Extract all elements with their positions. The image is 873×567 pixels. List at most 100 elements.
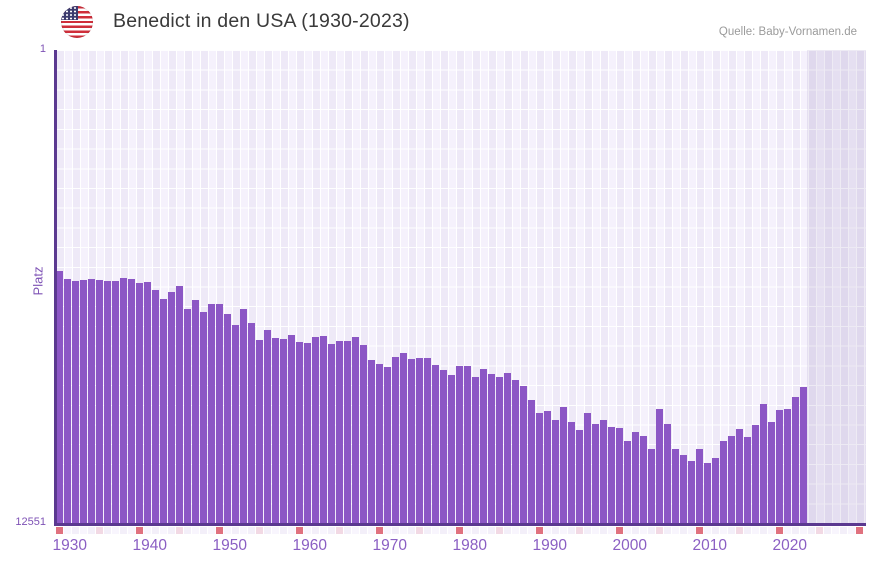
bar-1998[interactable] [599,420,607,523]
bar-1994[interactable] [567,422,575,523]
bar-1957[interactable] [271,338,279,523]
bar-2017[interactable] [751,425,759,523]
bar-1938[interactable] [119,278,127,523]
bar-2003[interactable] [639,436,647,523]
bar-2005[interactable] [655,409,663,523]
bar-1939[interactable] [127,279,135,523]
bar-2007[interactable] [671,449,679,523]
bar-1999[interactable] [607,427,615,523]
bar-1945[interactable] [175,286,183,523]
bar-1975[interactable] [415,358,423,523]
bar-1995[interactable] [575,430,583,523]
bar-2018[interactable] [759,404,767,523]
bar-1976[interactable] [423,358,431,523]
bar-1933[interactable] [79,280,87,523]
bar-1952[interactable] [231,325,239,523]
bar-1966[interactable] [343,341,351,523]
bar-1989[interactable] [527,400,535,523]
bar-1944[interactable] [167,292,175,523]
bar-1988[interactable] [519,386,527,523]
bar-1963[interactable] [319,336,327,523]
bar-1965[interactable] [335,341,343,523]
bar-1971[interactable] [383,367,391,523]
bar-2022[interactable] [791,397,799,523]
bar-1974[interactable] [407,359,415,523]
bar-1946[interactable] [183,309,191,523]
bar-1969[interactable] [367,360,375,523]
bar-2004[interactable] [647,449,655,523]
bar-1955[interactable] [255,340,263,523]
bar-1947[interactable] [191,300,199,523]
bar-1943[interactable] [159,299,167,523]
bar-1964[interactable] [327,344,335,523]
bar-1993[interactable] [559,407,567,523]
bar-1937[interactable] [111,281,119,523]
bar-1931[interactable] [63,279,71,523]
bar-1997[interactable] [591,424,599,523]
bar-1978[interactable] [439,370,447,523]
bar-1930[interactable] [55,271,63,523]
bar-1961[interactable] [303,343,311,523]
bar-2000[interactable] [615,428,623,523]
bar-1983[interactable] [479,369,487,523]
bar-1992[interactable] [551,420,559,523]
bar-1942[interactable] [151,290,159,523]
bar-1991[interactable] [543,411,551,523]
bar-1986[interactable] [503,373,511,523]
bar-2014[interactable] [727,436,735,523]
bar-1984[interactable] [487,374,495,523]
bar-1972[interactable] [391,357,399,523]
bar-1932[interactable] [71,281,79,523]
bar-1980[interactable] [455,366,463,523]
bar-1990[interactable] [535,413,543,523]
bar-2012[interactable] [711,458,719,523]
bar-2023[interactable] [799,387,807,523]
bar-2008[interactable] [679,455,687,523]
bar-1936[interactable] [103,281,111,523]
year-marker [359,527,367,534]
bar-2013[interactable] [719,441,727,523]
bar-1962[interactable] [311,337,319,523]
bar-1987[interactable] [511,380,519,523]
bar-2020[interactable] [775,410,783,523]
bar-1967[interactable] [351,337,359,523]
bar-1953[interactable] [239,309,247,523]
year-marker [87,527,95,534]
bar-1951[interactable] [223,314,231,523]
bar-1960[interactable] [295,342,303,523]
bar-2021[interactable] [783,409,791,523]
bar-1981[interactable] [463,366,471,523]
bar-1982[interactable] [471,377,479,523]
bar-1968[interactable] [359,345,367,523]
bar-1977[interactable] [431,365,439,523]
decade-marker [535,527,543,534]
bar-2015[interactable] [735,429,743,523]
bar-1948[interactable] [199,312,207,523]
x-tick-label: 2010 [692,537,727,554]
bar-1950[interactable] [215,304,223,523]
bar-2009[interactable] [687,461,695,523]
bar-1940[interactable] [135,283,143,523]
bar-1958[interactable] [279,339,287,523]
bar-2011[interactable] [703,463,711,523]
bar-1996[interactable] [583,413,591,523]
bar-2010[interactable] [695,449,703,523]
bar-2019[interactable] [767,422,775,523]
bar-1970[interactable] [375,364,383,523]
bar-2006[interactable] [663,424,671,523]
bar-1935[interactable] [95,280,103,523]
bar-2002[interactable] [631,432,639,523]
bar-2001[interactable] [623,441,631,523]
bar-1959[interactable] [287,335,295,523]
bar-1985[interactable] [495,377,503,523]
year-marker [191,527,199,534]
bar-1979[interactable] [447,375,455,523]
bar-1941[interactable] [143,282,151,523]
bar-1949[interactable] [207,304,215,523]
year-marker [631,527,639,534]
bar-1934[interactable] [87,279,95,523]
bar-1973[interactable] [399,353,407,523]
bar-1956[interactable] [263,330,271,523]
bar-1954[interactable] [247,323,255,523]
bar-2016[interactable] [743,437,751,523]
